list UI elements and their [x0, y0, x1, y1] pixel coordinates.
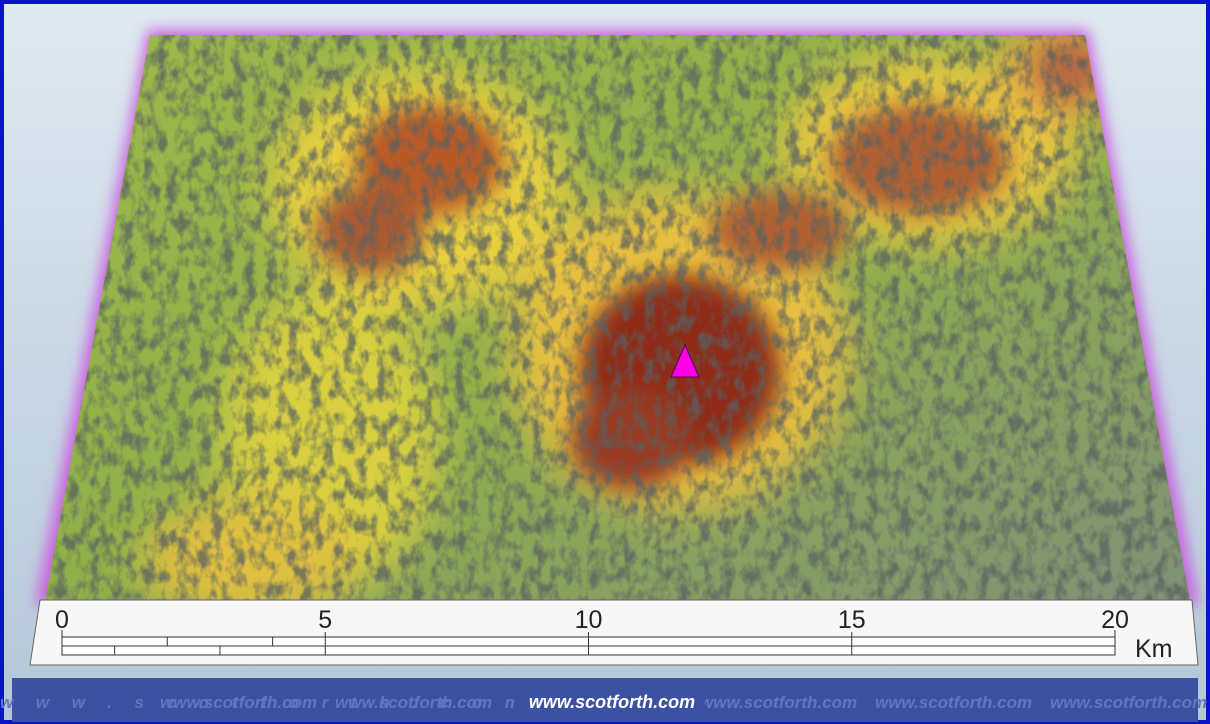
scale-unit: Km [1135, 635, 1173, 663]
page: 0 5 10 15 20Km www.scotforth.com www.scotfor… [0, 0, 1210, 724]
watermark-faded: www.scotforth.com [1050, 693, 1207, 712]
scale-label: 20 [1101, 606, 1129, 634]
scale-label: 0 [55, 606, 69, 634]
terrain [40, 20, 1200, 620]
watermark: www.scotforth.com [529, 692, 695, 712]
watermark-faded: www.scotforth.com [160, 693, 317, 712]
watermark-faded: www.scotforth.com [335, 693, 492, 712]
scale-label: 15 [838, 606, 866, 634]
scale-label: 5 [318, 606, 332, 634]
map-view: 0 5 10 15 20Km www.scotforth.com www.scotfor… [0, 0, 1210, 724]
watermark-faded: www.scotforth.com [700, 693, 857, 712]
watermark-faded: www.scotforth.com [875, 693, 1032, 712]
scale-label: 10 [575, 606, 603, 634]
